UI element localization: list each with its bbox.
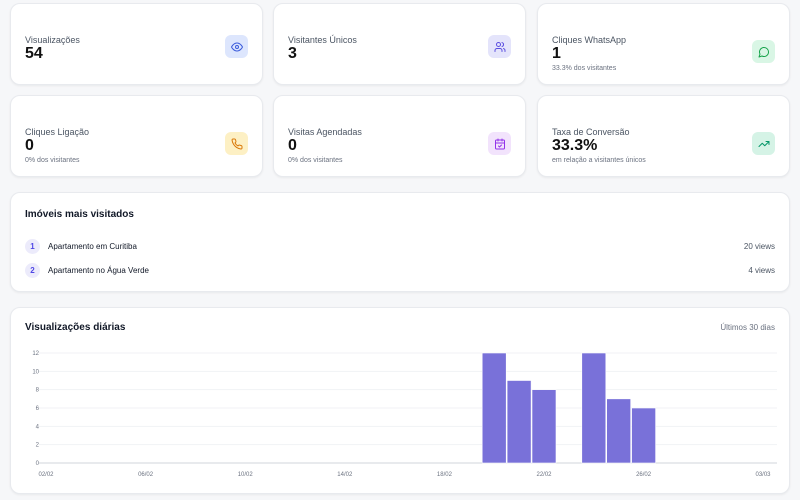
stat-value: 3: [288, 45, 297, 62]
stat-label: Visitantes Únicos: [288, 35, 357, 45]
stat-label: Cliques WhatsApp: [552, 35, 627, 45]
users-icon: [488, 35, 511, 58]
stat-label: Visitas Agendadas: [288, 127, 362, 137]
x-tick-label: 06/02: [138, 472, 154, 478]
stat-value: 33.3%: [552, 137, 598, 154]
trending-up-icon: [752, 132, 775, 155]
list-item[interactable]: 2 Apartamento no Água Verde 4 views: [25, 262, 775, 278]
x-tick-label: 14/02: [337, 472, 353, 478]
calendar-check-icon: [488, 132, 511, 155]
stat-value: 0: [25, 137, 34, 154]
stat-value: 0: [288, 137, 297, 154]
bar-21/02[interactable]: [506, 380, 532, 464]
stat-value: 1: [552, 45, 561, 62]
stat-subtext: 33.3% dos visitantes: [552, 65, 617, 72]
y-tick-label: 2: [36, 443, 40, 449]
property-name: Apartamento no Água Verde: [48, 265, 149, 275]
y-tick-label: 0: [36, 461, 40, 467]
y-tick-label: 6: [36, 406, 40, 412]
stat-label: Visualizações: [25, 35, 80, 45]
rank-badge: 1: [25, 238, 40, 254]
y-tick-label: 12: [32, 351, 39, 357]
bar-20/02[interactable]: [481, 352, 507, 464]
y-tick-label: 4: [36, 424, 40, 430]
x-tick-label: 02/02: [38, 472, 54, 478]
stat-subtext: 0% dos visitantes: [288, 157, 343, 164]
eye-icon: [225, 35, 248, 58]
stat-value: 54: [25, 45, 43, 62]
stat-subtext: 0% dos visitantes: [25, 157, 80, 164]
rank-badge: 2: [25, 262, 40, 278]
x-tick-label: 10/02: [238, 472, 254, 478]
x-tick-label: 18/02: [437, 472, 453, 478]
property-name: Apartamento em Curitiba: [48, 241, 137, 251]
daily-views-chart: 0 2 4 6 8 10 12 02/02 06/02 10/02 14/02 18/02 22/02 2…: [32, 351, 777, 478]
message-circle-icon: [752, 40, 775, 63]
stat-subtext: em relação a visitantes únicos: [552, 157, 646, 164]
stat-card: Cliques WhatsApp 1 33.3% dos visitantes: [537, 3, 790, 85]
daily-views-title: Visualizações diárias: [25, 322, 126, 333]
y-tick-label: 8: [36, 388, 40, 394]
stat-card: Visitas Agendadas 0 0% dos visitantes: [273, 95, 526, 177]
x-tick-label: 26/02: [636, 472, 652, 478]
stat-label: Taxa de Conversão: [552, 127, 630, 137]
top-properties-title: Imóveis mais visitados: [25, 209, 134, 220]
x-tick-label: 22/02: [536, 472, 552, 478]
bar-26/02[interactable]: [631, 407, 656, 464]
x-tick-label: 03/03: [755, 472, 771, 478]
stat-card: Taxa de Conversão 33.3% em relação a vis…: [537, 95, 790, 177]
stat-card: Cliques Ligação 0 0% dos visitantes: [10, 95, 263, 177]
y-tick-label: 10: [32, 369, 39, 375]
bar-24/02[interactable]: [581, 352, 607, 464]
list-item[interactable]: 1 Apartamento em Curitiba 20 views: [25, 238, 775, 254]
bar-22/02[interactable]: [531, 389, 557, 464]
stat-label: Cliques Ligação: [25, 127, 90, 137]
property-views: 20 views: [743, 241, 775, 251]
stat-card: Visitantes Únicos 3: [273, 3, 526, 85]
property-views: 4 views: [748, 265, 775, 275]
period-label: Últimos 30 dias: [720, 323, 775, 332]
bar-25/02[interactable]: [606, 398, 632, 464]
phone-icon: [225, 132, 248, 155]
stat-card: Visualizações 54: [10, 3, 263, 85]
top-properties-card: Imóveis mais visitados 1 Apartamento em …: [10, 192, 790, 292]
